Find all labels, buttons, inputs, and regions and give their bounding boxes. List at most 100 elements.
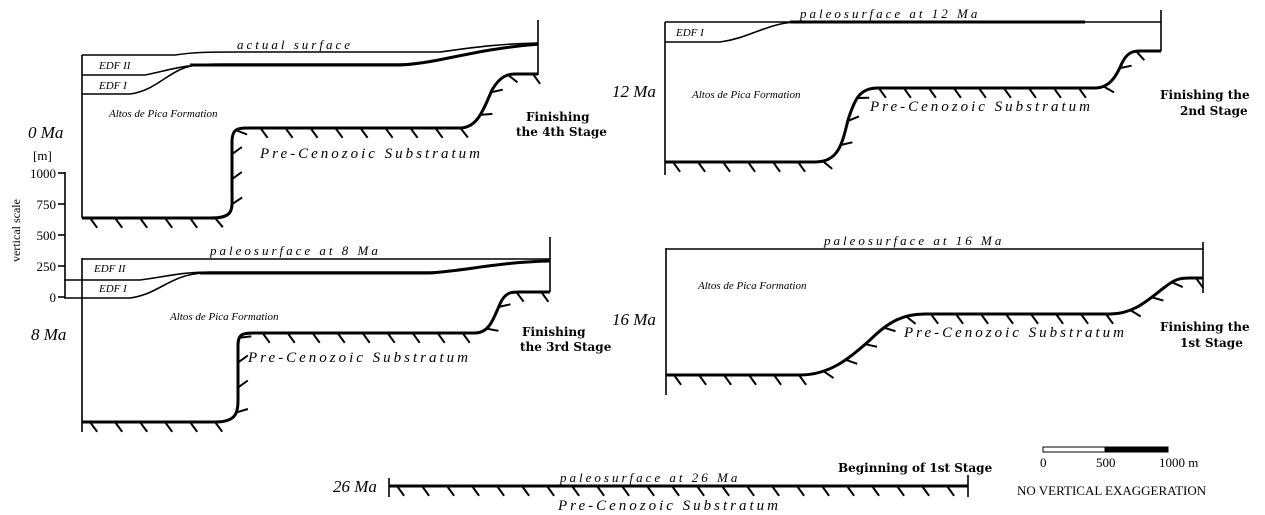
substratum-hatch-tick bbox=[877, 87, 887, 99]
substratum-hatch-tick bbox=[386, 332, 396, 344]
substratum-hatch-tick bbox=[796, 485, 805, 497]
substratum-hatch-tick bbox=[114, 421, 124, 433]
panel-8-stage-line2: the 3rd Stage bbox=[520, 340, 612, 354]
substratum-hatch-tick bbox=[139, 217, 149, 229]
substratum-hatch-tick bbox=[823, 370, 835, 379]
panel-8-surface-label: paleosurface at 8 Ma bbox=[209, 243, 381, 258]
panel-12-substratum-line bbox=[665, 49, 1161, 164]
substratum-hatch-tick bbox=[797, 161, 806, 173]
substratum-hatch-tick bbox=[515, 291, 525, 303]
substratum-hatch-tick bbox=[361, 332, 371, 344]
substratum-hatch-tick bbox=[189, 217, 199, 229]
panel-12-stage-line1: Finishing the bbox=[1160, 88, 1250, 102]
substratum-hatch-tick bbox=[1027, 87, 1037, 99]
substratum-hatch-tick bbox=[309, 127, 319, 139]
substratum-hatch-tick bbox=[396, 485, 405, 497]
vertical-scale-label-0: 0 bbox=[50, 290, 57, 305]
substratum-hatch-tick bbox=[89, 421, 99, 433]
panel-0-actual-surface-line bbox=[82, 42, 539, 56]
panel-0-age-label: 0 Ma bbox=[28, 123, 63, 142]
substratum-hatch-tick bbox=[697, 161, 706, 173]
panel-0-edf2-label: EDF II bbox=[98, 60, 132, 72]
panel-8-formation-label: Altos de Pica Formation bbox=[169, 311, 279, 323]
scale-bar-label-0: 0 bbox=[1040, 455, 1047, 470]
scale-bar-label-1000: 1000 m bbox=[1159, 455, 1198, 470]
substratum-hatch-tick bbox=[746, 485, 755, 497]
substratum-hatch-tick bbox=[214, 421, 224, 433]
substratum-hatch-tick bbox=[164, 421, 174, 433]
substratum-hatch-tick bbox=[1103, 85, 1115, 94]
substratum-hatch-tick bbox=[571, 485, 580, 497]
substratum-hatch-tick bbox=[237, 379, 249, 389]
panel-0-formation-label: Altos de Pica Formation bbox=[108, 108, 218, 120]
substratum-hatch-tick bbox=[189, 421, 199, 433]
substratum-hatch-tick bbox=[164, 217, 174, 229]
panel-8-edf2-base bbox=[64, 260, 551, 281]
panel-0-edf-thick-contact bbox=[190, 42, 539, 67]
substratum-hatch-tick bbox=[1151, 296, 1164, 302]
substratum-hatch-tick bbox=[927, 87, 937, 99]
panel-16-surface-label: paleosurface at 16 Ma bbox=[823, 233, 1004, 248]
substratum-hatch-tick bbox=[507, 74, 519, 84]
substratum-hatch-tick bbox=[822, 160, 833, 170]
substratum-hatch-tick bbox=[847, 115, 860, 123]
substratum-hatch-tick bbox=[1080, 313, 1089, 325]
substratum-hatch-tick bbox=[261, 332, 271, 344]
scale-bar-label-500: 500 bbox=[1096, 455, 1116, 470]
panel-26-surface-label: paleosurface at 26 Ma bbox=[559, 470, 740, 485]
substratum-hatch-tick bbox=[921, 485, 930, 497]
panel-0-substratum-label: Pre-Cenozoic Substratum bbox=[259, 146, 483, 162]
substratum-hatch-tick bbox=[498, 303, 511, 308]
substratum-hatch-tick bbox=[239, 335, 252, 339]
substratum-hatch-tick bbox=[722, 161, 731, 173]
vertical-scale-title: vertical scale bbox=[9, 199, 23, 262]
panel-0-surface-label: actual surface bbox=[237, 37, 353, 52]
panel-16-formation-label: Altos de Pica Formation bbox=[697, 280, 807, 292]
substratum-hatch-tick bbox=[840, 141, 853, 146]
panel-26-ma: paleosurface at 26 Ma Pre-Cenozoic Subst… bbox=[333, 461, 993, 514]
panel-16-age-label: 16 Ma bbox=[612, 310, 656, 329]
vertical-scale-label-250: 250 bbox=[37, 259, 57, 274]
panel-26-substratum-label: Pre-Cenozoic Substratum bbox=[557, 498, 781, 514]
substratum-hatch-tick bbox=[1030, 313, 1039, 325]
substratum-hatch-tick bbox=[883, 326, 896, 333]
substratum-hatch-tick bbox=[696, 485, 705, 497]
substratum-hatch-tick bbox=[1005, 313, 1014, 325]
substratum-hatch-tick bbox=[672, 161, 681, 173]
substratum-hatch-tick bbox=[284, 127, 294, 139]
scale-bar-white-segment bbox=[1042, 446, 1106, 453]
substratum-hatch-tick bbox=[1135, 50, 1146, 61]
substratum-hatch-tick bbox=[359, 127, 369, 139]
substratum-hatch-tick bbox=[1105, 313, 1114, 325]
substratum-hatch-tick bbox=[1195, 277, 1204, 289]
substratum-hatch-tick bbox=[747, 161, 756, 173]
substratum-hatch-tick bbox=[596, 485, 605, 497]
substratum-hatch-tick bbox=[798, 374, 807, 386]
substratum-hatch-tick bbox=[771, 485, 780, 497]
panel-12-substratum-label: Pre-Cenozoic Substratum bbox=[869, 99, 1093, 115]
substratum-hatch-tick bbox=[496, 485, 505, 497]
substratum-hatch-tick bbox=[865, 343, 878, 348]
substratum-hatch-tick bbox=[409, 127, 419, 139]
vertical-scale-label-500: 500 bbox=[37, 228, 57, 243]
substratum-hatch-tick bbox=[231, 196, 243, 206]
substratum-hatch-tick bbox=[955, 313, 964, 325]
substratum-hatch-tick bbox=[459, 127, 469, 139]
substratum-hatch-tick bbox=[311, 332, 321, 344]
panel-0-substratum-line bbox=[82, 72, 538, 220]
substratum-hatch-tick bbox=[236, 408, 249, 414]
substratum-hatch-tick bbox=[646, 485, 655, 497]
substratum-hatch-tick bbox=[336, 332, 346, 344]
substratum-hatch-tick bbox=[214, 217, 224, 228]
substratum-hatch-tick bbox=[521, 485, 530, 497]
substratum-hatch-tick bbox=[721, 485, 730, 497]
substratum-hatch-tick bbox=[871, 485, 880, 497]
substratum-hatch-tick bbox=[772, 161, 781, 173]
panel-8-edf1-base bbox=[64, 272, 206, 299]
substratum-hatch-tick bbox=[532, 73, 541, 85]
substratum-hatch-tick bbox=[237, 354, 249, 364]
substratum-hatch-tick bbox=[231, 146, 243, 156]
substratum-hatch-tick bbox=[896, 485, 905, 497]
panel-12-edf1-label: EDF I bbox=[675, 27, 705, 39]
substratum-hatch-tick bbox=[334, 127, 344, 139]
